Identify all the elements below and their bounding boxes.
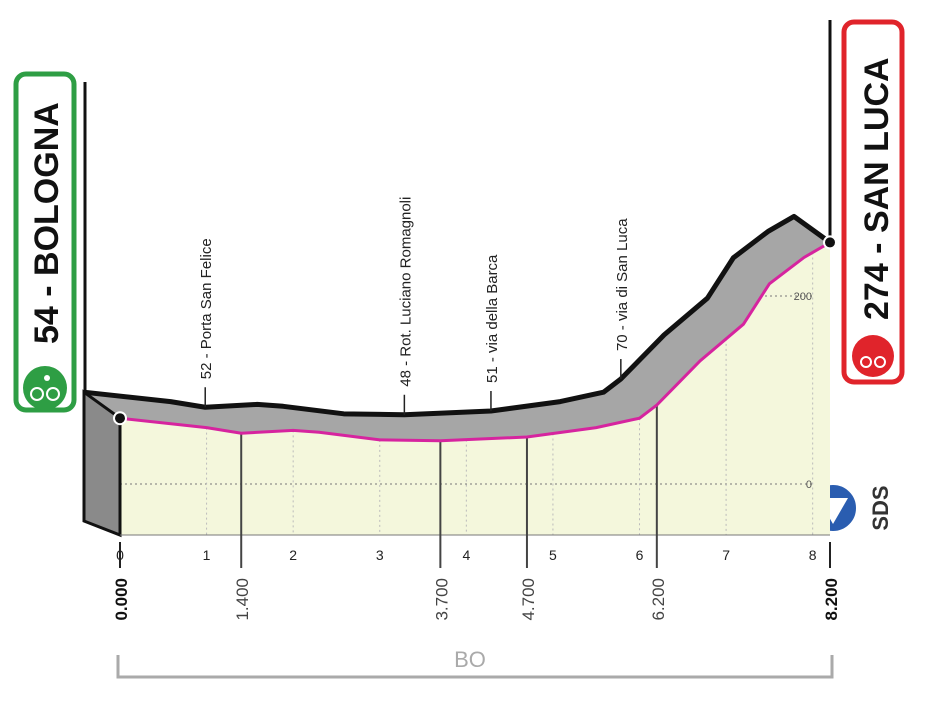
finish-label: 274 - SAN LUCA — [858, 57, 896, 320]
profile-band — [84, 216, 830, 441]
region-bracket — [116, 655, 834, 679]
region-label: BO — [454, 647, 486, 672]
y-tick-label: 200 — [794, 291, 812, 303]
landmark-label: 52 - Porta San Felice — [198, 238, 215, 379]
distance-label: 6.200 — [649, 578, 668, 621]
x-tick-label: 2 — [289, 547, 297, 563]
profile-top-edge — [83, 213, 832, 418]
start-label: 54 - BOLOGNA — [28, 102, 66, 344]
profile-area — [120, 242, 830, 536]
start-icon-wheel — [46, 387, 60, 401]
x-tick-label: 5 — [549, 547, 557, 563]
finish-dot — [823, 235, 837, 250]
start-icon-wheel — [30, 387, 44, 401]
x-tick-label: 1 — [203, 547, 211, 563]
distance-label: 1.400 — [233, 578, 252, 621]
x-tick-label: 6 — [636, 547, 644, 563]
start-dot — [113, 411, 127, 426]
landmark-label: 51 - via della Barca — [484, 254, 501, 383]
finish-icon-wheel — [874, 356, 886, 368]
landmark-label: 48 - Rot. Luciano Romagnoli — [397, 197, 414, 387]
finish-badge — [841, 19, 905, 385]
start-icon-head — [44, 375, 50, 381]
x-tick-label: 7 — [722, 547, 730, 563]
x-tick-label: 3 — [376, 547, 384, 563]
y-tick-label: 0 — [806, 479, 812, 491]
finish-tag: SDS — [868, 485, 893, 530]
distance-label: 8.200 — [822, 578, 841, 621]
finish-icon — [852, 335, 894, 377]
start-icon — [23, 366, 67, 410]
profile-side — [82, 389, 122, 538]
distance-label: 0.000 — [112, 578, 131, 621]
profile-line — [119, 241, 831, 443]
x-tick-label: 8 — [809, 547, 817, 563]
distance-label: 3.700 — [432, 578, 451, 621]
x-tick-label: 4 — [462, 547, 470, 563]
distance-label: 4.700 — [519, 578, 538, 621]
landmark-label: 70 - via di San Luca — [614, 218, 631, 351]
finish-icon-wheel — [860, 356, 872, 368]
